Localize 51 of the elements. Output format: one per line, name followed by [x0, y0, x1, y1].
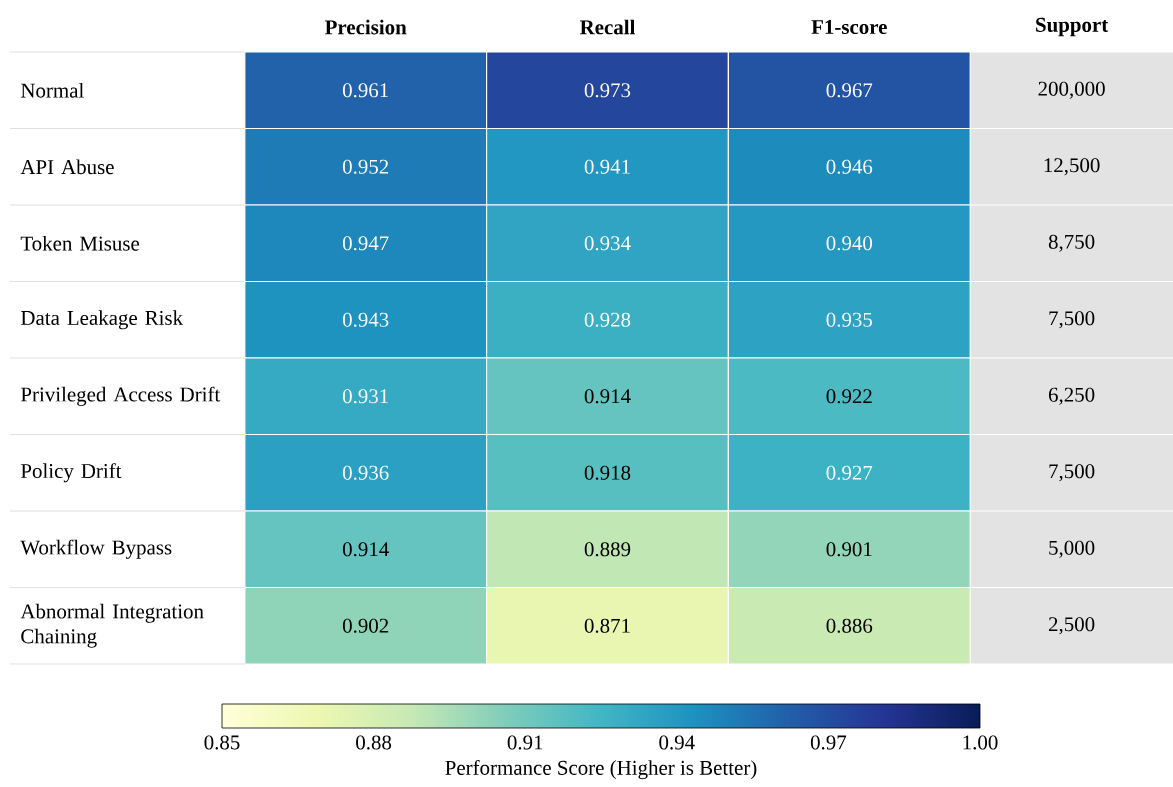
y2-tick-label: 2,500	[1048, 617, 1095, 635]
y2-tick-label: 12,500	[1044, 158, 1100, 176]
data-label: 0.934	[584, 236, 631, 251]
y2-tick-label: 7,500	[1049, 464, 1095, 482]
data-label: 0.922	[826, 389, 872, 404]
y2-tick-label: 7,500	[1049, 311, 1095, 329]
data-label: 0.901	[826, 542, 872, 557]
data-label: 0.973	[584, 83, 631, 98]
data-label: 0.889	[584, 542, 631, 557]
x-tick-label: Precision	[324, 19, 407, 35]
y-tick-label: Data Leakage Risk	[20, 310, 184, 330]
data-label: 0.914	[342, 542, 389, 557]
color-bar-label: 0.88	[356, 735, 392, 750]
data-label: 0.914	[584, 389, 631, 404]
data-label: 0.947	[342, 236, 389, 251]
data-label: 0.940	[826, 236, 873, 251]
data-label: 0.931	[342, 389, 388, 404]
x-tick-label: F1-score	[811, 20, 887, 35]
y-tick-label: Abnormal Integration Chaining	[20, 603, 204, 648]
data-label: 0.967	[826, 83, 873, 98]
color-bar-label: 1.00	[963, 735, 998, 750]
data-label: 0.928	[584, 312, 631, 327]
y2-tick-label: 6,250	[1048, 387, 1095, 405]
y-tick-label: Normal	[20, 82, 84, 98]
y2-tick-label: 5,000	[1049, 540, 1095, 558]
data-label: 0.952	[342, 159, 389, 174]
data-label: 0.935	[826, 312, 872, 327]
data-label: 0.902	[342, 618, 389, 633]
data-label: 0.871	[584, 618, 630, 633]
color-bar-label: 0.97	[810, 735, 847, 750]
y-tick-label: Token Misuse	[20, 235, 140, 251]
data-label: 0.943	[342, 312, 389, 327]
x-tick-label: Recall	[579, 19, 636, 35]
data-label: 0.946	[826, 159, 873, 174]
y-tick-label: Workflow Bypass	[20, 539, 172, 559]
y2-tick-label: 200,000	[1038, 81, 1105, 99]
y2-axis-title: Support	[1036, 17, 1109, 37]
data-label: 0.918	[584, 465, 631, 480]
y2-tick-label: 8,750	[1048, 234, 1095, 252]
color-bar-label: 0.94	[659, 735, 695, 750]
color-bar-title: Performance Score (Higher is Better)	[445, 759, 757, 780]
data-label: 0.936	[342, 465, 389, 480]
data-label: 0.961	[342, 83, 388, 98]
color-bar-label: 0.85	[204, 735, 240, 750]
color-bar-label: 0.91	[507, 735, 543, 750]
data-label: 0.927	[826, 465, 873, 480]
data-label: 0.886	[826, 618, 873, 633]
y-tick-label: Policy Drift	[20, 463, 122, 483]
y-tick-label: API Abuse	[20, 159, 114, 175]
y-tick-label: Privileged Access Drift	[20, 386, 221, 406]
data-label: 0.941	[584, 159, 630, 174]
